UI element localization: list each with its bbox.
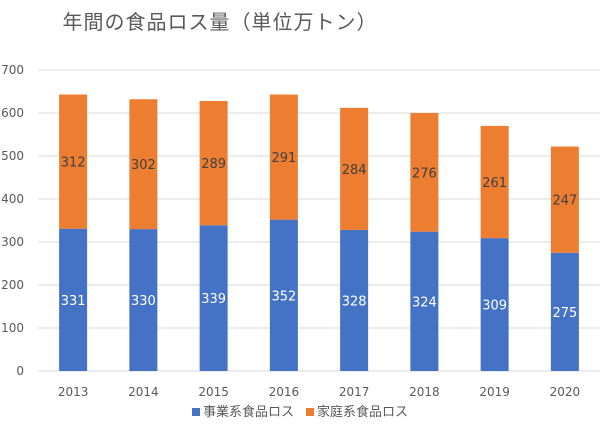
legend-swatch-icon — [191, 407, 200, 416]
data-label: 302 — [131, 158, 156, 173]
data-label: 291 — [271, 151, 296, 166]
bar-segment — [550, 252, 579, 371]
y-tick-label: 200 — [1, 278, 24, 292]
x-tick-label: 2018 — [409, 385, 440, 399]
bar-segment — [59, 228, 88, 371]
bar-segment — [340, 229, 369, 371]
bar-segment — [269, 94, 298, 220]
data-label: 339 — [201, 292, 226, 307]
x-tick-label: 2016 — [269, 385, 300, 399]
data-label: 324 — [412, 295, 437, 310]
data-label: 247 — [552, 194, 577, 209]
x-tick-label: 2014 — [128, 385, 159, 399]
bar-segment — [129, 99, 158, 230]
y-tick-label: 400 — [1, 192, 24, 206]
x-tick-label: 2019 — [479, 385, 510, 399]
bar-segment — [269, 219, 298, 371]
legend-label: 家庭系食品ロス — [317, 405, 409, 420]
legend-item: 事業系食品ロス — [191, 401, 294, 420]
x-tick-label: 2020 — [550, 385, 581, 399]
bar-segment — [59, 94, 88, 229]
data-label: 284 — [342, 163, 367, 178]
data-label: 309 — [482, 299, 507, 314]
y-tick-label: 600 — [1, 106, 24, 120]
y-tick-label: 0 — [16, 364, 24, 378]
data-label: 261 — [482, 176, 507, 191]
bar-segment — [480, 125, 509, 239]
data-label: 275 — [552, 306, 577, 321]
y-tick-label: 100 — [1, 321, 24, 335]
y-tick-label: 500 — [1, 149, 24, 163]
data-label: 328 — [342, 294, 367, 309]
data-label: 331 — [61, 294, 86, 309]
y-tick-label: 300 — [1, 235, 24, 249]
x-tick-label: 2015 — [198, 385, 229, 399]
data-label: 312 — [61, 156, 86, 171]
legend-item: 家庭系食品ロス — [306, 401, 408, 420]
data-label: 289 — [201, 157, 226, 172]
bar-segment — [340, 107, 369, 230]
bar-segment — [199, 100, 228, 226]
data-label: 352 — [271, 289, 296, 304]
data-label: 330 — [131, 294, 156, 309]
bar-segment — [199, 225, 228, 371]
x-tick-label: 2013 — [58, 385, 89, 399]
bar-segment — [410, 231, 439, 371]
data-label: 276 — [412, 166, 437, 181]
y-tick-label: 700 — [1, 63, 24, 77]
bar-segment — [129, 229, 158, 371]
legend-swatch-icon — [306, 407, 314, 416]
legend: 事業系食品ロス 家庭系食品ロス — [0, 401, 600, 420]
x-tick-label: 2017 — [339, 385, 370, 399]
chart-title: 年間の食品ロス量（単位万トン） — [62, 10, 378, 34]
legend-label: 事業系食品ロス — [202, 405, 294, 420]
bar-segment — [550, 146, 579, 253]
bar-segment — [410, 113, 439, 232]
bar-segment — [480, 238, 509, 371]
